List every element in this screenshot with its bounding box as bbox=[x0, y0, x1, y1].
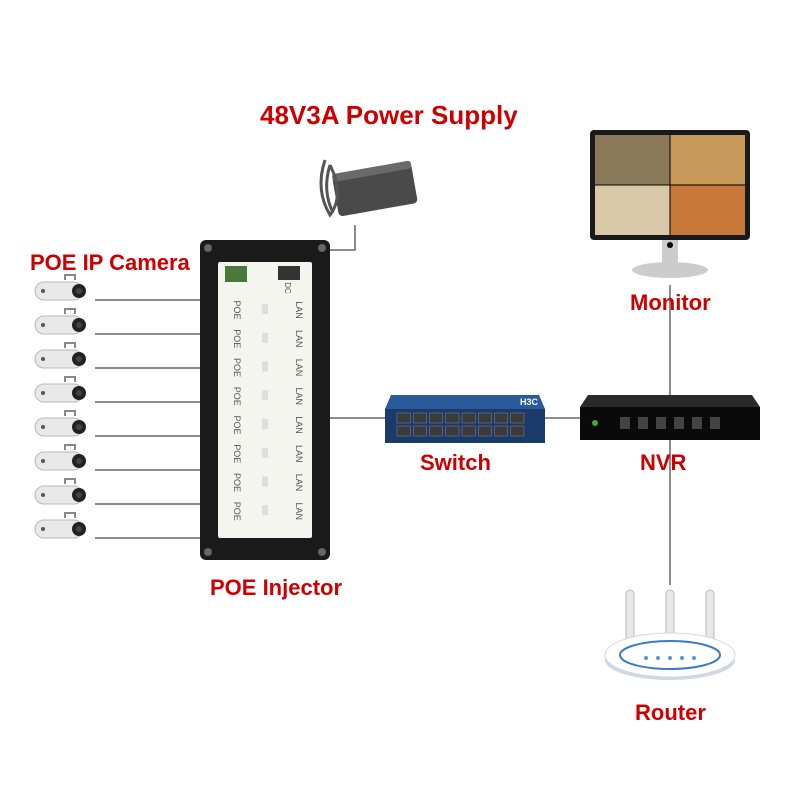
svg-text:LAN: LAN bbox=[294, 502, 304, 520]
camera-icon bbox=[35, 445, 86, 470]
svg-text:POE: POE bbox=[232, 415, 242, 434]
svg-text:DC: DC bbox=[283, 282, 292, 294]
svg-text:LAN: LAN bbox=[294, 359, 304, 377]
svg-text:LAN: LAN bbox=[294, 301, 304, 319]
camera-icon bbox=[35, 479, 86, 504]
camera-icon bbox=[35, 309, 86, 334]
camera-icon bbox=[35, 275, 86, 300]
svg-text:LAN: LAN bbox=[294, 445, 304, 463]
monitor-label: Monitor bbox=[630, 290, 711, 316]
camera-icon bbox=[35, 377, 86, 402]
svg-text:POE: POE bbox=[232, 473, 242, 492]
svg-text:POE: POE bbox=[232, 300, 242, 319]
svg-text:H3C: H3C bbox=[520, 397, 539, 407]
nvr-label: NVR bbox=[640, 450, 686, 476]
poe-injector-label: POE Injector bbox=[210, 575, 342, 601]
router-icon bbox=[605, 590, 735, 680]
switch-icon: H3C bbox=[385, 395, 545, 443]
connection-line bbox=[290, 225, 355, 262]
nvr-icon bbox=[580, 395, 760, 440]
svg-text:LAN: LAN bbox=[294, 330, 304, 348]
svg-text:LAN: LAN bbox=[294, 416, 304, 434]
camera-label: POE IP Camera bbox=[30, 250, 190, 276]
camera-icon bbox=[35, 513, 86, 538]
power-supply-label: 48V3A Power Supply bbox=[260, 100, 518, 131]
svg-text:POE: POE bbox=[232, 387, 242, 406]
poe-injector-icon: DC POE LAN POE LAN POE LAN POE LAN POE LAN POE LAN PO… bbox=[200, 240, 330, 560]
camera-icon bbox=[35, 411, 86, 436]
svg-text:POE: POE bbox=[232, 358, 242, 377]
camera-icon bbox=[35, 343, 86, 368]
monitor-icon bbox=[590, 130, 750, 278]
svg-text:POE: POE bbox=[232, 444, 242, 463]
svg-text:LAN: LAN bbox=[294, 387, 304, 405]
router-label: Router bbox=[635, 700, 706, 726]
svg-text:POE: POE bbox=[232, 329, 242, 348]
svg-text:LAN: LAN bbox=[294, 474, 304, 492]
switch-label: Switch bbox=[420, 450, 491, 476]
power-supply-icon bbox=[321, 160, 418, 217]
svg-text:POE: POE bbox=[232, 502, 242, 521]
